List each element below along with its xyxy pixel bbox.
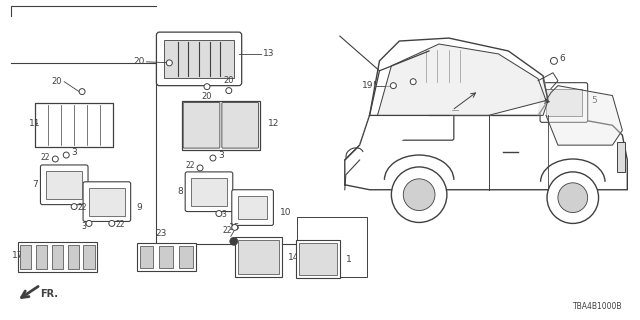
Circle shape [204,84,210,90]
Text: 9: 9 [136,203,142,212]
Text: TBA4B1000B: TBA4B1000B [573,302,622,311]
Text: 22: 22 [222,226,232,235]
Circle shape [63,152,69,158]
FancyBboxPatch shape [156,32,242,86]
Bar [18,242,97,272]
Circle shape [392,167,447,222]
Circle shape [197,165,203,171]
Text: 17: 17 [12,251,23,260]
Bar [52,245,63,269]
Bar [297,218,367,277]
Text: 22: 22 [186,162,195,171]
Text: 22: 22 [116,220,125,229]
Circle shape [390,83,396,89]
Polygon shape [538,79,548,116]
Circle shape [232,224,237,230]
Bar [140,246,154,268]
Polygon shape [369,38,548,116]
Bar [20,245,31,269]
Bar [618,142,625,172]
Bar [136,243,196,271]
Text: 3: 3 [81,222,86,231]
Bar [299,243,337,275]
Bar [237,196,268,220]
Text: 6: 6 [559,54,564,63]
Text: 15: 15 [228,223,240,232]
Text: 14: 14 [288,253,300,262]
Text: FR.: FR. [40,289,58,299]
Text: 8: 8 [177,187,183,196]
Text: 23: 23 [156,229,167,238]
Text: 20: 20 [52,77,62,86]
Bar [159,246,173,268]
Bar [296,240,340,278]
FancyBboxPatch shape [374,81,454,140]
Text: 12: 12 [268,119,280,128]
Polygon shape [546,86,622,145]
Bar [35,103,113,147]
Bar [36,245,47,269]
FancyBboxPatch shape [222,102,259,148]
Text: 1: 1 [346,255,351,264]
Text: 3: 3 [418,75,424,84]
Circle shape [166,60,172,66]
FancyBboxPatch shape [83,182,131,221]
Circle shape [109,220,115,227]
Text: 20: 20 [202,92,212,101]
Text: 10: 10 [280,208,292,217]
FancyBboxPatch shape [40,165,88,204]
Text: 11: 11 [29,119,40,128]
Text: 3: 3 [218,150,223,160]
Text: 3: 3 [222,210,227,219]
Text: 3: 3 [71,148,77,156]
Text: 2: 2 [459,106,465,115]
Circle shape [550,57,557,64]
FancyBboxPatch shape [183,102,220,148]
Bar [179,246,193,268]
Text: 13: 13 [262,49,274,59]
Bar [191,178,227,206]
Polygon shape [345,116,627,190]
Bar [46,171,82,199]
Circle shape [547,172,598,223]
Polygon shape [378,44,546,116]
Circle shape [52,156,58,162]
Text: 20: 20 [133,57,145,66]
Circle shape [230,237,237,245]
Bar [237,240,279,274]
FancyBboxPatch shape [185,172,233,212]
Text: 22: 22 [77,203,86,212]
FancyBboxPatch shape [232,190,273,225]
Bar [89,188,125,215]
Bar [83,245,95,269]
Polygon shape [360,116,429,165]
Circle shape [226,88,232,93]
Bar [68,245,79,269]
Circle shape [216,211,222,217]
Circle shape [79,89,85,95]
Bar [235,237,282,277]
Circle shape [71,204,77,210]
Text: 7: 7 [33,180,38,189]
Circle shape [410,79,416,85]
Text: 22: 22 [41,153,51,162]
Text: 20: 20 [223,76,234,85]
FancyBboxPatch shape [540,83,588,122]
Bar [414,48,472,84]
Text: 5: 5 [591,96,597,105]
Circle shape [403,179,435,211]
Circle shape [86,220,92,227]
Bar [182,100,260,150]
Text: 19: 19 [362,81,374,90]
Bar [164,40,234,78]
Circle shape [210,155,216,161]
Bar [546,89,582,116]
Text: 4: 4 [481,59,486,68]
Circle shape [558,183,588,212]
